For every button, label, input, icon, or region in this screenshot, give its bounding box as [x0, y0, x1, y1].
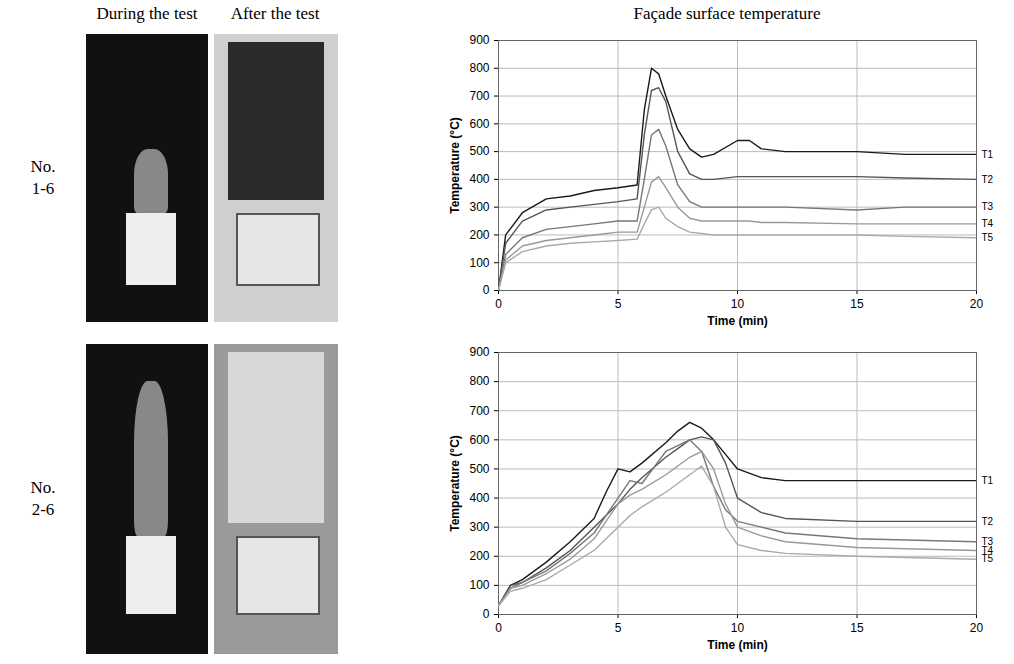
- html-text:No.: No.: [30, 157, 56, 176]
- svg-text:200: 200: [469, 549, 489, 563]
- svg-text:Temperature (°C): Temperature (°C): [448, 117, 462, 214]
- svg-text:10: 10: [731, 297, 745, 311]
- svg-text:600: 600: [469, 117, 489, 131]
- svg-text:100: 100: [469, 578, 489, 592]
- svg-text:900: 900: [469, 345, 489, 359]
- svg-text:T4: T4: [981, 544, 994, 556]
- svg-text:T1: T1: [982, 475, 994, 486]
- svg-text:0: 0: [495, 297, 502, 311]
- svg-text:Time (min): Time (min): [707, 638, 767, 652]
- svg-text:600: 600: [469, 433, 489, 447]
- svg-text:700: 700: [469, 404, 489, 418]
- svg-text:900: 900: [469, 33, 489, 47]
- svg-text:10: 10: [731, 621, 745, 635]
- svg-text:500: 500: [469, 144, 489, 158]
- svg-text:T2: T2: [982, 174, 994, 185]
- svg-text:500: 500: [469, 462, 489, 476]
- svg-text:T3: T3: [982, 201, 994, 212]
- svg-text:Temperature (°C): Temperature (°C): [448, 435, 462, 532]
- html-text:No.: No.: [30, 478, 56, 497]
- svg-text:20: 20: [970, 621, 984, 635]
- svg-text:100: 100: [469, 256, 489, 270]
- svg-text:200: 200: [469, 228, 489, 242]
- svg-text:800: 800: [469, 374, 489, 388]
- svg-text:T2: T2: [982, 516, 994, 527]
- svg-text:T3: T3: [981, 535, 994, 547]
- svg-text:Time (min): Time (min): [707, 314, 767, 328]
- svg-text:5: 5: [615, 297, 622, 311]
- svg-text:T5: T5: [982, 553, 994, 564]
- svg-text:0: 0: [483, 607, 490, 621]
- svg-text:5: 5: [615, 621, 622, 635]
- svg-text:T1: T1: [982, 149, 994, 160]
- html-text:Façade surface temperature: Façade surface temperature: [633, 4, 821, 23]
- svg-text:800: 800: [469, 61, 489, 75]
- svg-text:20: 20: [970, 297, 984, 311]
- svg-text:400: 400: [469, 491, 489, 505]
- html-text:During the test: During the test: [96, 4, 198, 23]
- svg-text:0: 0: [483, 283, 490, 297]
- svg-text:300: 300: [469, 520, 489, 534]
- svg-text:300: 300: [469, 200, 489, 214]
- svg-text:T4: T4: [982, 218, 994, 229]
- html-text:1-6: 1-6: [31, 179, 55, 198]
- svg-text:400: 400: [469, 172, 489, 186]
- svg-text:15: 15: [850, 621, 864, 635]
- html-text:2-6: 2-6: [31, 500, 55, 519]
- svg-text:T5: T5: [982, 232, 994, 243]
- svg-text:700: 700: [469, 89, 489, 103]
- html-text:After the test: After the test: [230, 4, 320, 23]
- svg-text:15: 15: [850, 297, 864, 311]
- svg-text:0: 0: [495, 621, 502, 635]
